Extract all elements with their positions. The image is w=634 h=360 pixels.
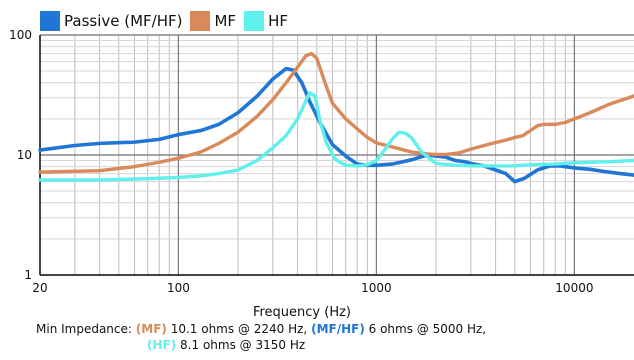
x-tick-label: 10000: [555, 281, 593, 295]
note-passive-band: (MF/HF): [311, 322, 365, 336]
note-line-2: (HF) 8.1 ohms @ 3150 Hz: [36, 337, 626, 353]
note-passive-text: 6 ohms @ 5000 Hz,: [368, 322, 487, 336]
series-layer: [38, 51, 634, 184]
x-tick-label: 100: [167, 281, 190, 295]
legend-label-hf: HF: [268, 12, 288, 30]
y-tick-label: 1: [24, 268, 32, 282]
tick-labels: 20 100 1000 10000 1 10 100: [9, 28, 593, 295]
legend-label-passive: Passive (MF/HF): [64, 12, 183, 30]
note-mf-text: 10.1 ohms @ 2240 Hz,: [170, 322, 308, 336]
legend-swatch-hf: [244, 11, 265, 31]
minor-y-gridlines: [40, 39, 634, 240]
y-tick-label: 100: [9, 28, 32, 42]
series-line-passive: [38, 66, 634, 184]
x-axis-title: Frequency (Hz): [253, 305, 351, 320]
chart-axes: [39, 35, 634, 276]
min-impedance-note: Min Impedance: (MF) 10.1 ohms @ 2240 Hz,…: [36, 321, 626, 353]
note-hf-text: 8.1 ohms @ 3150 Hz: [180, 338, 306, 352]
x-tick-label: 1000: [361, 281, 392, 295]
legend-item-hf: HF: [244, 11, 288, 31]
series-line-mf: [38, 51, 634, 174]
y-tick-label: 10: [17, 148, 32, 162]
legend-swatch-passive: [40, 11, 60, 31]
note-label: Min Impedance:: [36, 322, 132, 336]
chart-legend: Passive (MF/HF) MF HF: [40, 10, 288, 32]
legend-label-mf: MF: [214, 12, 237, 30]
note-hf-band: (HF): [147, 338, 177, 352]
note-line-1: Min Impedance: (MF) 10.1 ohms @ 2240 Hz,…: [36, 321, 626, 337]
legend-swatch-mf: [190, 11, 211, 31]
axis-title-layer: Frequency (Hz): [253, 305, 351, 320]
note-mf-band: (MF): [135, 322, 167, 336]
legend-item-passive: Passive (MF/HF): [40, 11, 182, 31]
legend-item-mf: MF: [190, 11, 236, 31]
series-line-hf: [38, 91, 634, 182]
x-tick-label: 20: [32, 281, 47, 295]
